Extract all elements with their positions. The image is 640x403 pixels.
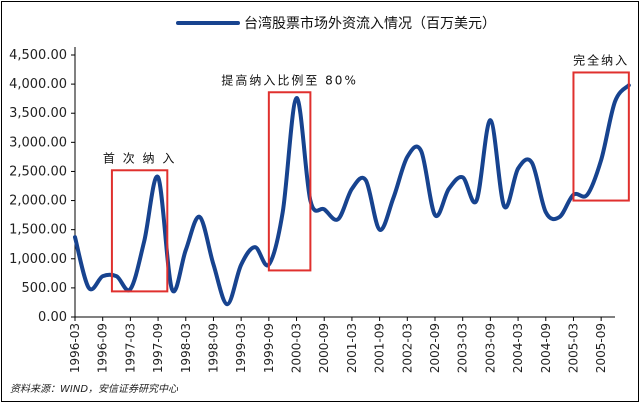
y-tick-label: 3,500.00 (9, 106, 67, 121)
x-tick-label: 2001-09 (373, 323, 387, 373)
source-note: 资料来源：WIND，安信证券研究中心 (10, 383, 179, 395)
y-tick-label: 4,000.00 (9, 77, 67, 92)
series-line (73, 83, 631, 307)
x-tick-label: 2001-03 (345, 323, 359, 373)
x-tick-label: 2000-03 (290, 323, 304, 373)
x-tick-label: 2003-03 (456, 323, 470, 373)
series-layer (73, 83, 631, 307)
x-tick-label: 1999-03 (234, 323, 248, 373)
y-axis: 0.00 500.00 1,000.00 1,500.00 2,000.00 2,500.… (9, 47, 76, 325)
y-tick-label: 2,000.00 (9, 194, 67, 209)
y-tick-label: 1,500.00 (9, 223, 67, 238)
x-tick-label: 2003-09 (483, 323, 497, 373)
highlight-box (267, 91, 312, 272)
x-tick-label: 2002-09 (428, 323, 442, 373)
highlight-box (110, 169, 169, 293)
annotation-label: 提高纳入比例至 80% (221, 72, 358, 87)
highlight-box (572, 71, 630, 202)
annotation-layer: 首 次 纳 入 提高纳入比例至 80% 完全纳入 (103, 52, 630, 293)
x-axis: 1996-03 1996-09 1997-03 1997-09 1998-03 1998-… (68, 316, 615, 373)
x-tick-label: 1997-09 (151, 323, 165, 373)
x-tick-label: 2004-09 (539, 323, 553, 373)
x-tick-label: 1996-09 (96, 323, 110, 373)
x-tick-label: 1996-03 (68, 323, 82, 373)
x-tick-label: 1998-09 (206, 323, 220, 373)
y-tick-label: 0.00 (38, 310, 67, 325)
legend-entry: 台湾股票市场外资流入情况（百万美元） (244, 15, 496, 32)
y-tick-label: 2,500.00 (9, 164, 67, 179)
x-tick-label: 2005-09 (594, 323, 608, 373)
x-tick-label: 1998-03 (179, 323, 193, 373)
y-tick-label: 500.00 (22, 281, 68, 296)
y-tick-label: 1,000.00 (9, 252, 67, 267)
x-tick-label: 1997-03 (123, 323, 137, 373)
x-tick-label: 2005-03 (566, 323, 580, 373)
x-tick-label: 2002-03 (400, 323, 414, 373)
y-tick-label: 3,000.00 (9, 135, 67, 150)
annotation-label: 完全纳入 (573, 52, 629, 67)
y-tick-label: 4,500.00 (9, 48, 67, 63)
x-tick-label: 2000-09 (317, 323, 331, 373)
x-tick-label: 2004-03 (511, 323, 525, 373)
x-tick-label: 1999-09 (262, 323, 276, 373)
annotation-label: 首 次 纳 入 (103, 151, 176, 165)
